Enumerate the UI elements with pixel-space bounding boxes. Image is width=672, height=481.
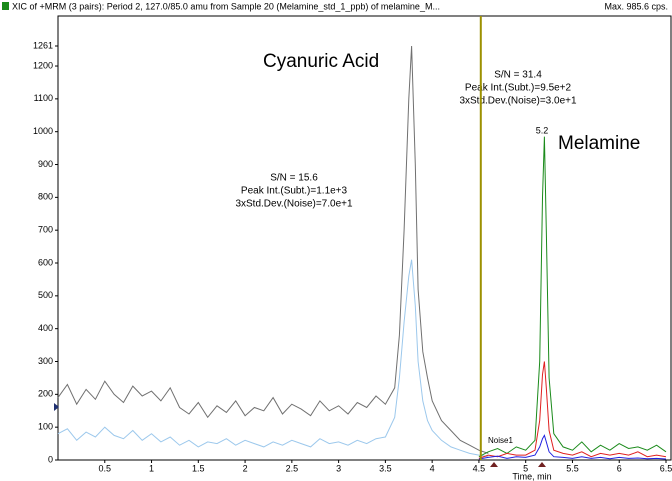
- x-tick-label: 2.5: [286, 463, 299, 473]
- y-tick-label: 800: [38, 192, 53, 202]
- plot-frame: [57, 15, 672, 461]
- y-tick-label: 1000: [33, 126, 53, 136]
- y-tick-label: 1100: [34, 93, 53, 103]
- x-tick-label: 4.5: [473, 463, 486, 473]
- x-tick-label: 5.5: [566, 463, 579, 473]
- x-axis-label: Time, min: [512, 471, 551, 481]
- x-tick-label: 0.5: [99, 463, 112, 473]
- y-tick-label: 200: [38, 389, 53, 399]
- trace: [478, 434, 667, 460]
- x-tick-label: 3.5: [379, 463, 392, 473]
- y-tick-label: 300: [38, 356, 53, 366]
- x-tick-label: 4: [430, 463, 435, 473]
- chart-title: XIC of +MRM (3 pairs): Period 2, 127.0/8…: [12, 1, 440, 11]
- x-tick-label: 5: [523, 463, 528, 473]
- y-tick-label: 700: [38, 225, 53, 235]
- y-tick-label: 600: [38, 257, 53, 267]
- y-tick-label: 400: [38, 323, 53, 333]
- trace: [57, 259, 489, 458]
- legend-swatch: [2, 2, 9, 10]
- y-tick-label: 1261: [33, 40, 53, 50]
- marker: [490, 462, 498, 467]
- annotation: Peak Int.(Subt.)=9.5e+2: [465, 83, 572, 94]
- annotation: Cyanuric Acid: [263, 51, 379, 72]
- noise-label: Noise1: [488, 436, 513, 445]
- marker: [54, 403, 59, 411]
- peak-label: 5.2: [536, 125, 549, 135]
- trace: [478, 136, 667, 458]
- annotation: Melamine: [558, 133, 640, 154]
- x-tick-label: 1.5: [192, 463, 205, 473]
- x-tick-label: 3: [336, 463, 341, 473]
- annotation: S/N = 15.6: [270, 173, 318, 184]
- x-tick-label: 2: [243, 463, 248, 473]
- y-tick-label: 900: [38, 159, 53, 169]
- trace: [478, 361, 667, 459]
- y-tick-label: 100: [38, 422, 53, 432]
- trace: [57, 45, 489, 454]
- annotation: S/N = 31.4: [494, 70, 542, 81]
- annotation: Peak Int.(Subt.)=1.1e+3: [241, 186, 348, 197]
- x-tick-label: 6.5: [660, 463, 672, 473]
- annotation: 3xStd.Dev.(Noise)=3.0e+1: [459, 96, 577, 107]
- max-label: Max. 985.6 cps.: [604, 1, 668, 11]
- y-tick-label: 0: [48, 454, 53, 464]
- annotation: 3xStd.Dev.(Noise)=7.0e+1: [235, 199, 353, 210]
- x-tick-label: 6: [617, 463, 622, 473]
- y-tick-label: 500: [38, 290, 53, 300]
- y-tick-label: 1200: [33, 60, 53, 70]
- x-tick-label: 1: [149, 463, 154, 473]
- marker: [538, 462, 546, 467]
